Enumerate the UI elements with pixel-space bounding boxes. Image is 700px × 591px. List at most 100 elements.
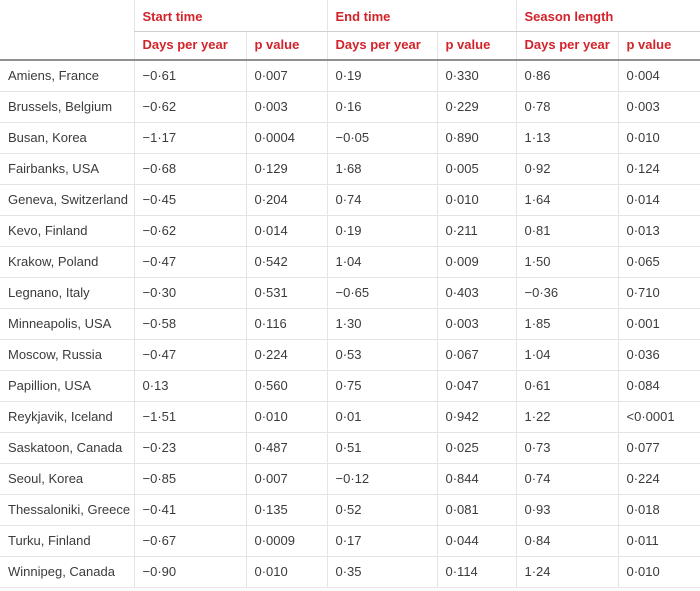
value-cell: −0·45	[133, 184, 246, 216]
value-cell: 0·010	[436, 184, 516, 216]
value-cell: −0·36	[515, 277, 618, 309]
value-cell: 0·224	[245, 339, 327, 371]
value-cell: −0·30	[133, 277, 246, 309]
table-row: Turku, Finland −0·67 0·0009 0·17 0·044 0·84 0·…	[0, 525, 700, 557]
value-cell: 0·014	[617, 184, 700, 216]
location-cell: Kevo, Finland	[0, 215, 134, 247]
value-cell: −1·51	[133, 401, 246, 433]
value-cell: 0·044	[436, 525, 516, 557]
location-cell: Turku, Finland	[0, 525, 134, 557]
corner-cell	[0, 0, 134, 32]
sub-header-days-per-year: Days per year	[326, 31, 437, 61]
value-cell: 0·74	[326, 184, 437, 216]
value-cell: 0·73	[515, 432, 618, 464]
value-cell: 0·35	[326, 556, 437, 588]
value-cell: 0·710	[617, 277, 700, 309]
group-header-start-time: Start time	[133, 0, 327, 32]
value-cell: 0·003	[245, 91, 327, 123]
value-cell: −0·12	[326, 463, 437, 495]
value-cell: 0·084	[617, 370, 700, 402]
table-row: Fairbanks, USA −0·68 0·129 1·68 0·005 0·92 0·1…	[0, 153, 700, 185]
value-cell: 0·330	[436, 60, 516, 92]
value-cell: <0·0001	[617, 401, 700, 433]
value-cell: 0·74	[515, 463, 618, 495]
value-cell: −0·41	[133, 494, 246, 526]
value-cell: 0·009	[436, 246, 516, 278]
group-header-end-time: End time	[326, 0, 516, 32]
sub-header-days-per-year: Days per year	[515, 31, 618, 61]
value-cell: 1·24	[515, 556, 618, 588]
value-cell: 0·204	[245, 184, 327, 216]
value-cell: 0·890	[436, 122, 516, 154]
value-cell: 0·013	[617, 215, 700, 247]
value-cell: 0·004	[617, 60, 700, 92]
value-cell: 0·065	[617, 246, 700, 278]
value-cell: 0·114	[436, 556, 516, 588]
value-cell: 0·003	[617, 91, 700, 123]
value-cell: −0·65	[326, 277, 437, 309]
value-cell: 0·011	[617, 525, 700, 557]
table-row: Brussels, Belgium −0·62 0·003 0·16 0·229 0·78…	[0, 91, 700, 123]
value-cell: 0·53	[326, 339, 437, 371]
value-cell: 1·04	[515, 339, 618, 371]
location-cell: Fairbanks, USA	[0, 153, 134, 185]
value-cell: 0·52	[326, 494, 437, 526]
value-cell: 0·010	[245, 556, 327, 588]
value-cell: 0·116	[245, 308, 327, 340]
value-cell: 0·92	[515, 153, 618, 185]
value-cell: 0·84	[515, 525, 618, 557]
value-cell: 1·68	[326, 153, 437, 185]
value-cell: 0·19	[326, 215, 437, 247]
value-cell: 0·13	[133, 370, 246, 402]
table-row: Thessaloniki, Greece −0·41 0·135 0·52 0·081 0…	[0, 494, 700, 526]
value-cell: −0·61	[133, 60, 246, 92]
value-cell: 0·007	[245, 463, 327, 495]
value-cell: 0·0004	[245, 122, 327, 154]
location-cell: Legnano, Italy	[0, 277, 134, 309]
table-row: Moscow, Russia −0·47 0·224 0·53 0·067 1·04 0·0…	[0, 339, 700, 371]
sub-header-row: Days per year p value Days per year p va…	[0, 31, 700, 61]
table-row: Busan, Korea −1·17 0·0004 −0·05 0·890 1·13 0·0…	[0, 122, 700, 154]
value-cell: 0·17	[326, 525, 437, 557]
value-cell: 0·010	[245, 401, 327, 433]
location-cell: Saskatoon, Canada	[0, 432, 134, 464]
value-cell: 0·010	[617, 122, 700, 154]
location-cell: Brussels, Belgium	[0, 91, 134, 123]
value-cell: −0·68	[133, 153, 246, 185]
table-row: Seoul, Korea −0·85 0·007 −0·12 0·844 0·74 0·22…	[0, 463, 700, 495]
value-cell: 0·81	[515, 215, 618, 247]
value-cell: 0·531	[245, 277, 327, 309]
value-cell: 1·85	[515, 308, 618, 340]
value-cell: −0·62	[133, 91, 246, 123]
value-cell: 0·51	[326, 432, 437, 464]
value-cell: 0·135	[245, 494, 327, 526]
value-cell: 0·19	[326, 60, 437, 92]
value-cell: −1·17	[133, 122, 246, 154]
value-cell: 0·007	[245, 60, 327, 92]
value-cell: 0·75	[326, 370, 437, 402]
value-cell: 1·22	[515, 401, 618, 433]
value-cell: 0·018	[617, 494, 700, 526]
corner-cell	[0, 31, 134, 61]
value-cell: 0·211	[436, 215, 516, 247]
table-header: Start time End time Season length Days p…	[0, 0, 700, 61]
table-row: Winnipeg, Canada −0·90 0·010 0·35 0·114 1·24 0…	[0, 556, 700, 588]
value-cell: 0·005	[436, 153, 516, 185]
table-row: Geneva, Switzerland −0·45 0·204 0·74 0·010 1·…	[0, 184, 700, 216]
column-group-header-row: Start time End time Season length	[0, 0, 700, 32]
value-cell: 0·487	[245, 432, 327, 464]
location-cell: Reykjavik, Iceland	[0, 401, 134, 433]
table-row: Minneapolis, USA −0·58 0·116 1·30 0·003 1·85 0…	[0, 308, 700, 340]
location-cell: Thessaloniki, Greece	[0, 494, 134, 526]
value-cell: 0·224	[617, 463, 700, 495]
table-row: Saskatoon, Canada −0·23 0·487 0·51 0·025 0·73…	[0, 432, 700, 464]
value-cell: 0·16	[326, 91, 437, 123]
location-cell: Busan, Korea	[0, 122, 134, 154]
value-cell: 0·025	[436, 432, 516, 464]
value-cell: 1·04	[326, 246, 437, 278]
sub-header-p-value: p value	[436, 31, 516, 61]
value-cell: −0·58	[133, 308, 246, 340]
location-cell: Geneva, Switzerland	[0, 184, 134, 216]
value-cell: −0·05	[326, 122, 437, 154]
